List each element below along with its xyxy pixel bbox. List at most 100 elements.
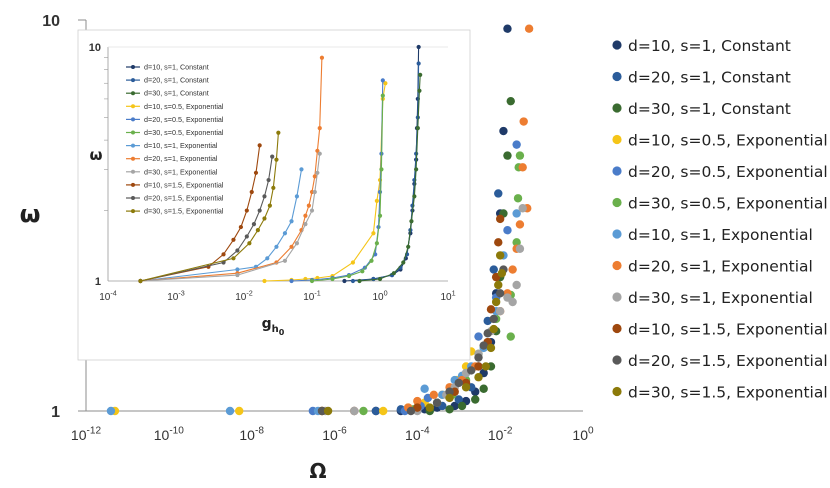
data-point — [445, 387, 454, 396]
legend: d=10, s=1, Constant d=20, s=1, Constant d=… — [612, 37, 828, 402]
inset-data-point — [257, 143, 262, 148]
inset-data-point — [315, 170, 320, 175]
inset-data-point — [251, 222, 257, 227]
inset-data-point — [306, 203, 311, 208]
data-point — [379, 406, 388, 416]
inset-data-point — [350, 260, 356, 265]
inset-data-point — [235, 248, 240, 253]
inset-data-point — [317, 126, 322, 131]
inset-legend-label: d=20, s=1, Exponential — [144, 154, 218, 163]
x-tick-label: 10-10 — [154, 426, 185, 443]
data-point — [425, 403, 435, 412]
data-point — [519, 117, 528, 126]
inset-x-tick-label: 10-4 — [99, 289, 117, 304]
inset-data-point — [274, 244, 279, 249]
legend-label: d=20, s=1, Exponential — [628, 258, 813, 276]
inset-x-tick-label: 100 — [372, 289, 387, 304]
inset-data-point — [289, 244, 294, 249]
inset-legend-label: d=30, s=1.5, Exponential — [144, 207, 224, 216]
data-point — [489, 314, 498, 324]
inset-data-point — [377, 213, 383, 218]
data-point — [413, 396, 422, 406]
data-point — [359, 406, 368, 416]
inset-data-point — [412, 194, 417, 199]
data-point — [494, 280, 503, 290]
data-point — [225, 406, 235, 416]
x-tick-label-base: 10 — [322, 427, 338, 443]
legend-marker — [612, 103, 622, 113]
data-point — [106, 406, 116, 416]
inset-data-point — [282, 258, 288, 263]
inset-x-axis-title: gh0 — [262, 316, 285, 337]
inset-x-tick-label: 101 — [440, 289, 455, 304]
legend-label: d=10, s=1, Exponential — [628, 226, 813, 244]
inset-data-point — [267, 203, 272, 208]
legend-marker — [612, 260, 622, 271]
x-tick-label-exp: -12 — [87, 426, 102, 437]
legend-label: d=30, s=0.5, Exponential — [628, 195, 828, 213]
inset-data-point — [383, 81, 388, 86]
data-point — [506, 96, 515, 106]
data-point — [429, 390, 439, 400]
inset-x-tick-label-base: 10 — [99, 292, 111, 303]
inset-data-point — [416, 61, 421, 66]
inset-data-point — [274, 157, 279, 162]
x-tick-label-base: 10 — [405, 427, 421, 443]
inset-data-point — [360, 269, 365, 274]
data-point — [489, 265, 498, 274]
data-point — [508, 265, 517, 274]
inset-x-axis-title-subsub: 0 — [279, 328, 285, 337]
inset-frame — [77, 29, 471, 361]
inset-legend-label: d=10, s=1.5, Exponential — [144, 180, 224, 189]
x-tick-label: 10-6 — [322, 426, 347, 443]
inset-data-point — [416, 44, 421, 50]
data-point — [494, 189, 503, 198]
x-tick-label: 100 — [572, 426, 594, 443]
x-tick-label-exp: -2 — [503, 426, 512, 437]
inset-legend-label: d=20, s=1, Constant — [144, 76, 209, 85]
inset-data-point — [319, 55, 325, 60]
inset-data-point — [235, 272, 240, 278]
data-point — [479, 384, 488, 393]
data-point — [457, 401, 467, 411]
inset-data-point — [406, 244, 411, 249]
data-point — [350, 406, 359, 416]
inset-data-point — [312, 189, 317, 195]
data-point — [467, 366, 476, 375]
inset-data-point — [138, 278, 143, 284]
inset-legend-label: d=30, s=1, Exponential — [144, 167, 218, 176]
inset-data-point — [253, 170, 259, 175]
legend-marker — [612, 166, 622, 176]
data-point — [454, 395, 463, 404]
data-point — [512, 209, 521, 218]
data-point — [471, 395, 480, 404]
inset-data-point — [418, 72, 423, 77]
inset-data-point — [377, 189, 383, 195]
inset-legend-marker — [131, 182, 135, 187]
x-tick-label-exp: -8 — [255, 426, 264, 437]
inset-x-tick-label-base: 10 — [303, 292, 315, 303]
inset-legend-marker — [131, 156, 135, 161]
inset-data-point — [303, 222, 308, 227]
inset-data-point — [294, 241, 300, 246]
inset-y-tick-label: 10 — [89, 42, 101, 54]
inset-data-point — [401, 260, 406, 265]
legend-label: d=20, s=0.5, Exponential — [628, 163, 828, 181]
inset-data-point — [262, 278, 267, 284]
data-point — [317, 406, 327, 416]
inset-data-point — [414, 167, 419, 172]
inset-data-point — [221, 252, 226, 257]
data-point — [524, 24, 534, 33]
data-point — [479, 341, 488, 350]
x-tick-label-base: 10 — [71, 427, 87, 443]
inset-legend-marker — [131, 169, 135, 174]
inset-data-point — [371, 231, 376, 236]
inset-x-tick-label-exp: -4 — [110, 289, 116, 298]
inset-data-point — [409, 219, 414, 224]
inset-data-point — [350, 278, 356, 284]
inset-x-tick-label-exp: 1 — [452, 289, 456, 298]
data-point — [432, 398, 442, 407]
inset-x-tick-label: 10-2 — [235, 289, 253, 304]
data-point — [234, 406, 244, 416]
